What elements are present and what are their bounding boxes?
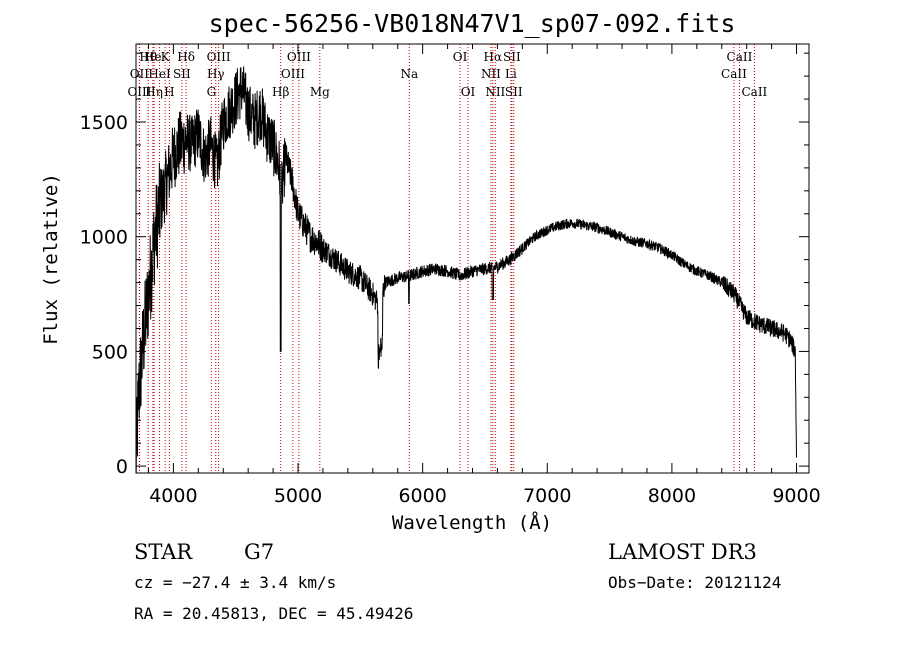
line-label: SII <box>505 85 523 99</box>
y-tick-label: 1500 <box>80 112 128 134</box>
line-label: G <box>207 85 217 99</box>
object-type: STAR <box>134 540 193 564</box>
chart-title: spec-56256-VB018N47V1_sp07-092.fits <box>209 9 736 38</box>
line-label: He <box>144 50 162 64</box>
y-axis-ticks: 0 500 1000 1500 <box>80 52 809 478</box>
spectral-subclass: G7 <box>244 540 274 564</box>
line-label: Hη <box>145 85 163 99</box>
line-label: OI <box>453 50 468 64</box>
line-label: NII <box>485 85 505 99</box>
line-label: SII <box>173 67 191 81</box>
line-label: Hα <box>484 50 503 64</box>
x-tick-label: 9000 <box>772 485 820 507</box>
y-tick-label: 0 <box>116 456 128 478</box>
x-axis-ticks: 4000 5000 6000 7000 8000 9000 <box>147 44 821 507</box>
line-label: SII <box>503 50 521 64</box>
coordinates: RA = 20.45813, DEC = 45.49426 <box>134 604 413 623</box>
spectrum-series <box>135 66 797 474</box>
line-label: HeI <box>148 67 171 81</box>
line-label: Hδ <box>177 50 195 64</box>
line-label: Hβ <box>272 85 289 99</box>
line-label: CaII <box>741 85 767 99</box>
survey-name: LAMOST DR3 <box>608 540 757 564</box>
line-label: NII <box>481 67 501 81</box>
line-label: Na <box>400 67 418 81</box>
x-tick-label: 6000 <box>398 485 446 507</box>
x-tick-label: 4000 <box>149 485 197 507</box>
line-label: CaII <box>721 67 747 81</box>
x-tick-label: 7000 <box>523 485 571 507</box>
y-tick-label: 1000 <box>80 227 128 249</box>
line-label: Mg <box>310 85 330 99</box>
line-label: K <box>161 50 171 64</box>
line-label: OI <box>461 85 476 99</box>
x-axis-label: Wavelength (Å) <box>392 511 552 534</box>
y-tick-label: 500 <box>92 341 128 363</box>
line-label: OIII <box>281 67 305 81</box>
line-label: H <box>164 85 174 99</box>
line-label: Li <box>505 67 517 81</box>
y-axis-label: Flux (relative) <box>40 173 62 345</box>
x-tick-label: 8000 <box>648 485 696 507</box>
line-label: Hγ <box>207 67 225 81</box>
x-tick-label: 5000 <box>274 485 322 507</box>
line-label: OIII <box>127 85 151 99</box>
line-label: OIII <box>207 50 231 64</box>
redshift-value: cz = −27.4 ± 3.4 km/s <box>134 573 336 592</box>
line-label: CaII <box>727 50 753 64</box>
observation-date: Obs−Date: 20121124 <box>608 573 781 592</box>
line-label: OIII <box>287 50 311 64</box>
spectrum-line <box>135 66 797 474</box>
